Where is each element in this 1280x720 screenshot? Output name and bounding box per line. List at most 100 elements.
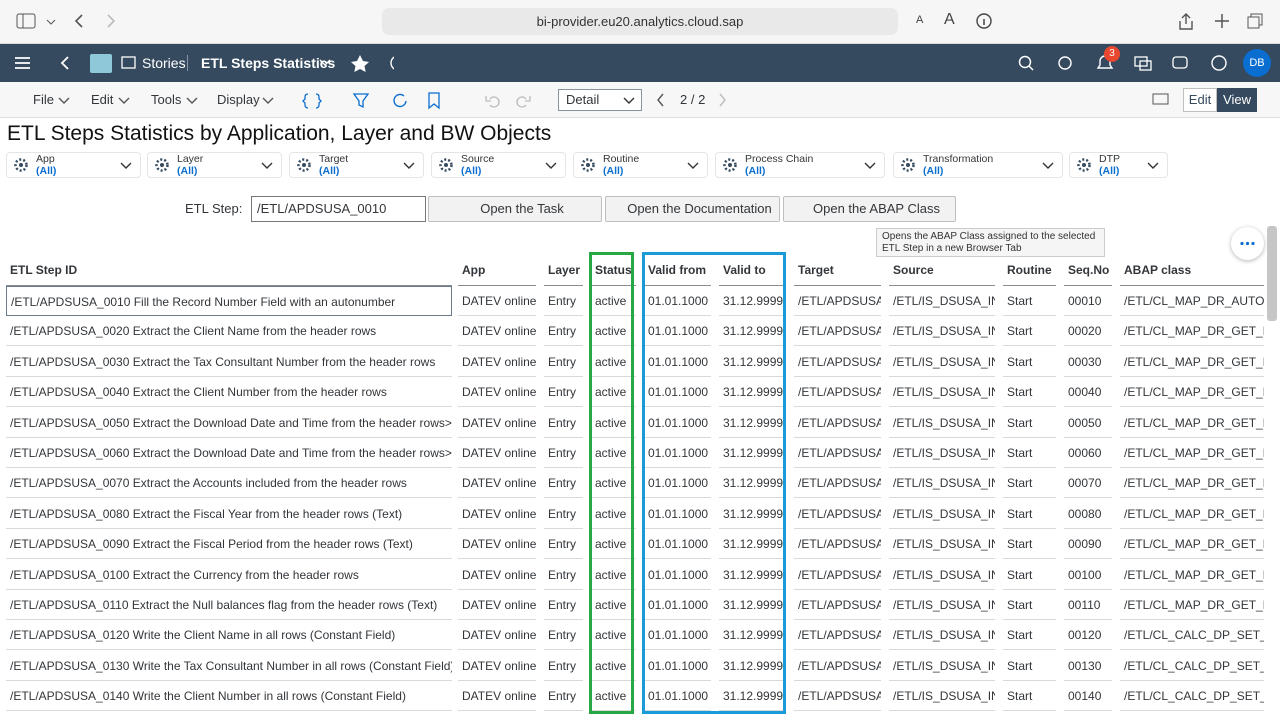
table-cell: /ETL/IS_DSUSA_IN [889, 408, 995, 438]
avatar[interactable]: DB [1243, 49, 1271, 77]
table-cell[interactable]: /ETL/APDSUSA_0050 Extract the Download D… [6, 408, 452, 438]
view-mode[interactable]: View [1217, 88, 1257, 112]
filter[interactable]: Transformation (All) [893, 152, 1063, 178]
filter[interactable]: Layer (All) [147, 152, 282, 178]
table-cell[interactable]: /ETL/APDSUSA_0100 Extract the Currency f… [6, 560, 452, 590]
table-cell[interactable]: /ETL/APDSUSA_0080 Extract the Fiscal Yea… [6, 499, 452, 529]
text-larger[interactable]: A [944, 11, 955, 28]
table-cell: active [591, 377, 636, 408]
more-button[interactable] [1231, 227, 1264, 260]
story-menu-icon[interactable] [318, 58, 332, 68]
present-icon[interactable] [1152, 93, 1170, 107]
story-name[interactable]: ETL Steps Statistics [201, 55, 336, 71]
page-select[interactable]: Detail [558, 89, 642, 111]
table-cell: /ETL/CL_MAP_DR_GET_FIE [1120, 529, 1264, 560]
menu[interactable]: Tools [151, 92, 182, 107]
notification-badge: 3 [1104, 46, 1120, 62]
table-cell: Entry [544, 316, 583, 347]
table-cell: /ETL/IS_DSUSA_IN [889, 499, 995, 529]
table-cell: Start [1003, 408, 1056, 438]
table-cell[interactable]: /ETL/APDSUSA_0010 Fill the Record Number… [6, 286, 452, 316]
menu[interactable]: Display [217, 92, 260, 107]
filter-icon [155, 158, 169, 172]
shell-section[interactable]: Stories [142, 55, 186, 71]
shell-actions [1018, 55, 1227, 71]
table-cell: Start [1003, 560, 1056, 590]
filter-label: Process Chain [745, 153, 814, 165]
table-cell: 00050 [1064, 408, 1112, 438]
table-cell: /ETL/IS_DSUSA_IN [889, 377, 995, 408]
chevron [1147, 162, 1159, 169]
data-table: ETL Step ID App Layer Status Valid from Valid… [0, 255, 1268, 720]
table-cell: /ETL/APDSUSA [794, 620, 881, 651]
table-cell: 31.12.9999 [719, 620, 786, 651]
filter-value: (All) [461, 165, 482, 177]
table-cell: Start [1003, 347, 1056, 377]
filter[interactable]: Routine (All) [573, 152, 708, 178]
table-cell: Entry [544, 347, 583, 377]
table-cell: /ETL/IS_DSUSA_IN [889, 286, 995, 316]
table-cell[interactable]: /ETL/APDSUSA_0120 Write the Client Name … [6, 620, 452, 651]
address-bar[interactable] [382, 8, 898, 35]
chevron [58, 97, 70, 104]
table-cell: Start [1003, 590, 1056, 620]
table-cell: /ETL/CL_MAP_DR_GET_FIE [1120, 499, 1264, 529]
table-cell: active [591, 286, 636, 316]
chevron [687, 162, 699, 169]
table-cell: Entry [544, 499, 583, 529]
table-cell: 00100 [1064, 560, 1112, 590]
filter-label: Layer [177, 153, 204, 165]
text-smaller[interactable]: A [916, 14, 924, 26]
table-cell: /ETL/IS_DSUSA_IN [889, 681, 995, 712]
table-cell: Start [1003, 316, 1056, 347]
filter-icon [1077, 158, 1091, 172]
menu-group: File Edit Tools Display [0, 82, 290, 118]
filter-bar: App (All) Layer (All) Target (All) Source (All)… [0, 150, 1280, 180]
table-cell[interactable]: /ETL/APDSUSA_0110 Extract the Null balan… [6, 590, 452, 620]
shell-icons [15, 54, 394, 73]
table-cell: /ETL/APDSUSA [794, 286, 881, 316]
table-cell: 01.01.1000 [644, 286, 711, 316]
table-cell[interactable]: /ETL/APDSUSA_0090 Extract the Fiscal Per… [6, 529, 452, 560]
table-cell: DATEV online [458, 620, 536, 651]
table-cell: DATEV online [458, 408, 536, 438]
filter[interactable]: Source (All) [431, 152, 566, 178]
table-cell: DATEV online [458, 377, 536, 408]
table-cell: 00030 [1064, 347, 1112, 377]
filter[interactable]: Target (All) [289, 152, 424, 178]
table-cell: Start [1003, 529, 1056, 560]
column-header: Status [591, 255, 636, 286]
table-cell: DATEV online [458, 651, 536, 681]
menu[interactable]: Edit [91, 92, 114, 107]
table-cell: Entry [544, 286, 583, 316]
table-cell[interactable]: /ETL/APDSUSA_0070 Extract the Accounts i… [6, 468, 452, 499]
etl-step-input[interactable]: /ETL/APDSUSA_0010 [251, 196, 426, 222]
scrollbar[interactable] [1267, 226, 1277, 321]
filter[interactable]: DTP (All) [1069, 152, 1168, 178]
chevron [1042, 162, 1054, 169]
browser-bar: bi-provider.eu20.analytics.cloud.sap A A [0, 0, 1280, 44]
filter[interactable]: App (All) [6, 152, 141, 178]
table-cell[interactable]: /ETL/APDSUSA_0140 Write the Client Numbe… [6, 681, 452, 712]
table-cell: /ETL/APDSUSA [794, 377, 881, 408]
table-cell[interactable]: /ETL/APDSUSA_0040 Extract the Client Num… [6, 377, 452, 408]
chevron [186, 97, 198, 104]
table-cell: 31.12.9999 [719, 499, 786, 529]
action-button[interactable]: Open the Documentation [605, 196, 780, 222]
table-cell: /ETL/APDSUSA [794, 681, 881, 712]
table-cell[interactable]: /ETL/APDSUSA_0020 Extract the Client Nam… [6, 316, 452, 347]
table-cell[interactable]: /ETL/APDSUSA_0060 Extract the Download D… [6, 438, 452, 468]
edit-mode[interactable]: Edit [1183, 88, 1217, 112]
filter-icon [439, 158, 453, 172]
chevron [120, 162, 132, 169]
action-button[interactable]: Open the Task [428, 196, 602, 222]
table-cell[interactable]: /ETL/APDSUSA_0030 Extract the Tax Consul… [6, 347, 452, 377]
action-button[interactable]: Open the ABAP Class [783, 196, 956, 222]
table-cell: DATEV online [458, 560, 536, 590]
column-header: ABAP class [1120, 255, 1264, 286]
menu[interactable]: File [33, 92, 54, 107]
filter[interactable]: Process Chain (All) [715, 152, 885, 178]
table-cell[interactable]: /ETL/APDSUSA_0130 Write the Tax Consulta… [6, 651, 452, 681]
table-cell: Start [1003, 468, 1056, 499]
table-cell: DATEV online [458, 499, 536, 529]
